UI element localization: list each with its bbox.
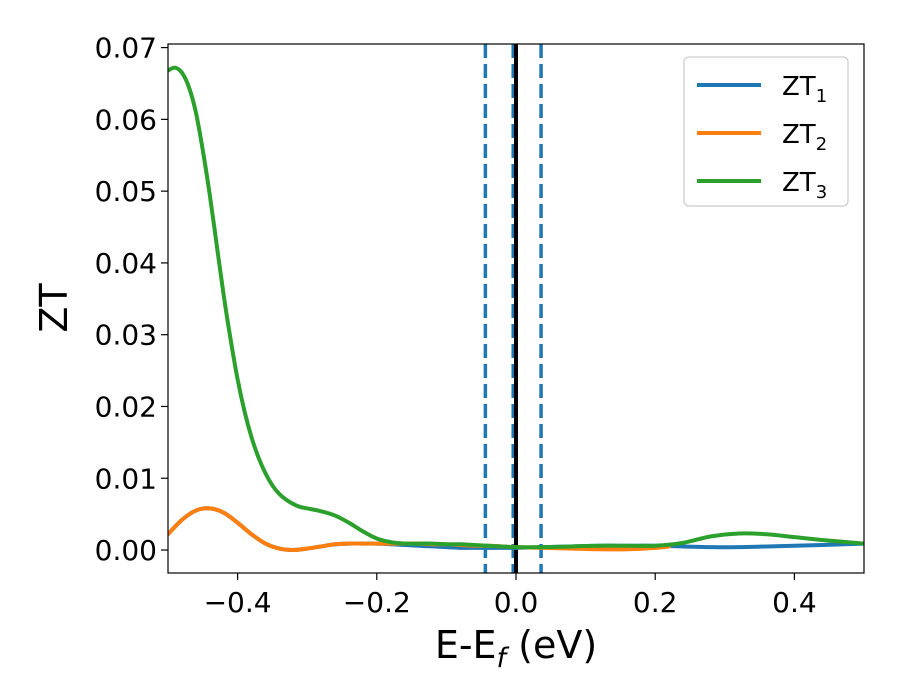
- legend: ZT1 ZT2 ZT3: [683, 56, 849, 207]
- y-tick-label: 0.01: [95, 462, 157, 495]
- x-tick-label: −0.4: [204, 586, 272, 619]
- x-tick-label: 0.4: [772, 586, 817, 619]
- y-tick-label: 0.02: [95, 390, 157, 423]
- y-axis: 0.00 0.01 0.02 0.03 0.04 0.05 0.06 0.07: [95, 32, 168, 567]
- legend-label-1: ZT1: [782, 72, 827, 107]
- y-tick-label: 0.07: [95, 32, 157, 65]
- legend-box: [683, 56, 849, 207]
- x-tick-label: −0.2: [343, 586, 411, 619]
- y-tick-label: 0.00: [95, 534, 157, 567]
- y-tick-label: 0.03: [95, 319, 157, 352]
- reference-lines: [483, 44, 543, 573]
- y-tick-label: 0.05: [95, 175, 157, 208]
- y-tick-label: 0.06: [95, 103, 157, 136]
- x-tick-label: 0.2: [633, 586, 678, 619]
- legend-label-2: ZT2: [782, 120, 827, 155]
- y-tick-label: 0.04: [95, 247, 157, 280]
- series-line-3: [168, 65, 864, 550]
- x-tick-label: 0.0: [494, 586, 539, 619]
- series-lines: [168, 65, 864, 553]
- x-axis-label: E-Ef (eV): [435, 623, 597, 674]
- x-axis: −0.4 −0.2 0.0 0.2 0.4: [204, 573, 817, 619]
- y-axis-label: ZT: [32, 283, 76, 333]
- legend-label-3: ZT3: [782, 168, 827, 203]
